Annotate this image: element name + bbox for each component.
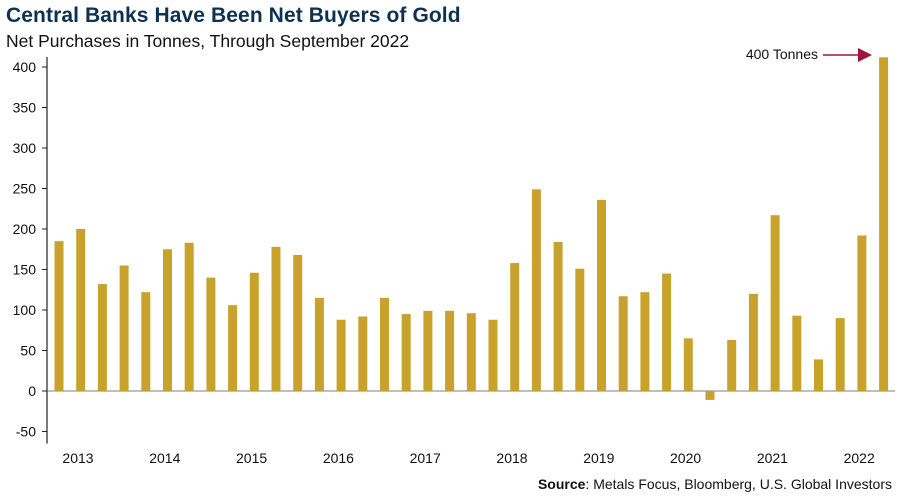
bar-2018-q1 [488, 319, 498, 391]
chart-subtitle: Net Purchases in Tonnes, Through Septemb… [6, 31, 410, 51]
bar-2015-q1 [228, 305, 238, 391]
x-year-label: 2018 [496, 450, 527, 466]
bar-2016-q2 [336, 319, 346, 391]
annotation-label: 400 Tonnes [746, 46, 818, 62]
bar-2019-q4 [640, 292, 650, 391]
y-tick-label: 100 [13, 302, 37, 318]
bar-2022-q3 [879, 57, 889, 391]
bar-2019-q2 [597, 199, 606, 391]
bar-2013-q3 [97, 284, 107, 391]
bar-2015-q4 [293, 254, 303, 391]
bar-2014-q3 [184, 242, 194, 391]
bar-2021-q2 [770, 215, 780, 391]
y-tick-label: 350 [13, 100, 37, 116]
y-tick-label: 200 [13, 221, 37, 237]
bar-2021-q3 [792, 315, 802, 391]
bar-2014-q4 [206, 277, 216, 391]
x-year-label: 2014 [149, 450, 180, 466]
source-note: Source: Metals Focus, Bloomberg, U.S. Gl… [538, 476, 892, 492]
bar-2020-q3 [705, 391, 715, 400]
y-tick-label: 400 [13, 59, 37, 75]
bar-2017-q3 [445, 310, 455, 391]
bar-2013-q1 [54, 241, 64, 391]
x-year-label: 2015 [236, 450, 267, 466]
source-text: : Metals Focus, Bloomberg, U.S. Global I… [585, 476, 892, 492]
bar-2016-q3 [358, 316, 368, 391]
bar-2020-q4 [727, 339, 737, 391]
bar-2016-q4 [380, 297, 389, 391]
y-tick-label: -50 [16, 424, 36, 440]
x-year-label: 2021 [757, 450, 788, 466]
bar-2021-q1 [748, 293, 758, 391]
bar-2019-q3 [618, 296, 628, 391]
bar-2014-q2 [163, 249, 172, 391]
bar-2015-q3 [271, 246, 281, 391]
bar-2017-q1 [401, 314, 411, 391]
x-year-label: 2017 [410, 450, 441, 466]
bar-2021-q4 [814, 359, 823, 391]
bar-2018-q2 [510, 263, 520, 391]
bar-2022-q2 [857, 235, 867, 391]
bar-2014-q1 [141, 292, 151, 391]
arrow-head-icon [858, 48, 872, 62]
y-tick-label: 50 [20, 343, 36, 359]
bar-2013-q2 [76, 229, 86, 391]
y-tick-label: 250 [13, 181, 37, 197]
x-year-label: 2019 [583, 450, 614, 466]
bar-2018-q4 [553, 241, 563, 391]
bar-2020-q1 [662, 273, 672, 391]
x-year-label: 2013 [62, 450, 93, 466]
x-year-label: 2022 [844, 450, 875, 466]
bar-2013-q4 [119, 265, 129, 391]
y-tick-label: 0 [28, 383, 36, 399]
bar-2019-q1 [575, 268, 585, 391]
bar-2017-q4 [466, 313, 476, 391]
bar-2018-q3 [531, 189, 541, 391]
bar-2017-q2 [423, 310, 433, 391]
bar-2015-q2 [249, 272, 259, 391]
x-year-label: 2020 [670, 450, 701, 466]
x-year-label: 2016 [323, 450, 354, 466]
bar-2020-q2 [683, 338, 693, 391]
bar-2022-q1 [835, 318, 845, 391]
y-tick-label: 150 [13, 262, 37, 278]
bar-2016-q1 [314, 297, 324, 391]
chart-title: Central Banks Have Been Net Buyers of Go… [6, 4, 461, 27]
source-label: Source [537, 476, 586, 492]
y-tick-label: 300 [13, 140, 37, 156]
